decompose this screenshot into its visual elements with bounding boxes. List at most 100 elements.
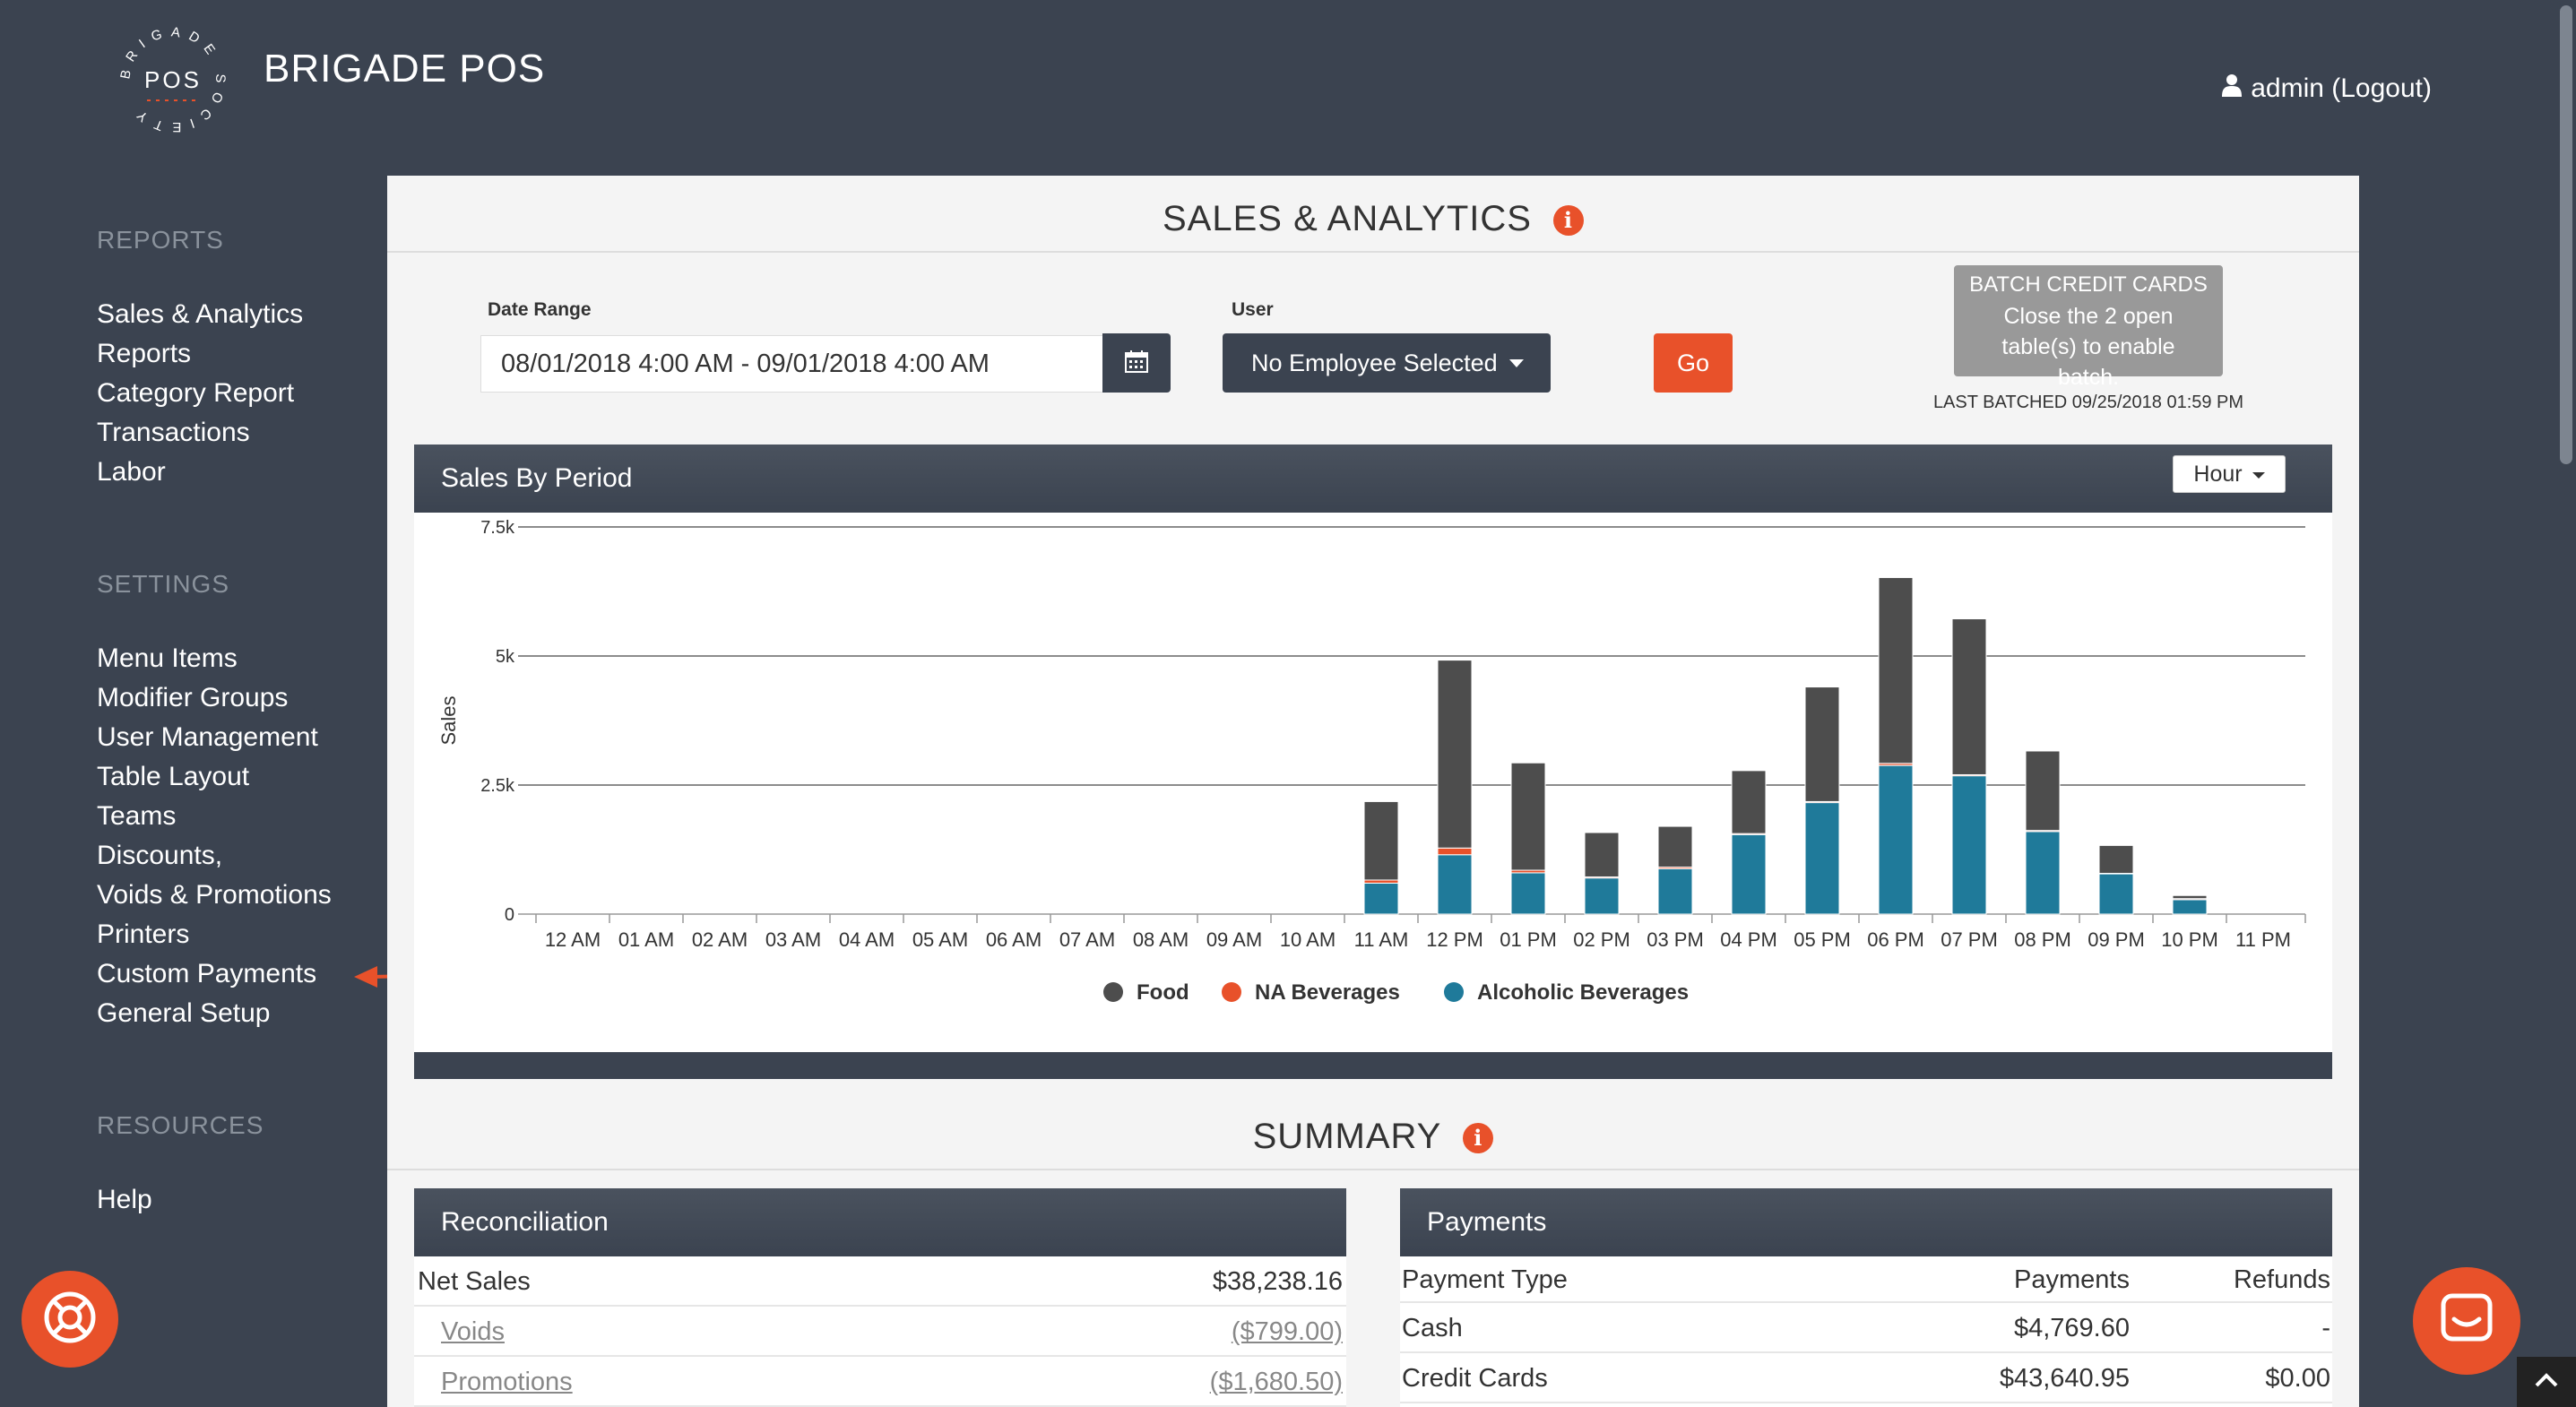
voids-link[interactable]: Voids bbox=[441, 1317, 505, 1346]
legend-label: Food bbox=[1137, 980, 1189, 1005]
x-tick-label: 07 PM bbox=[1941, 928, 1998, 951]
legend-label: NA Beverages bbox=[1255, 980, 1400, 1005]
bar-segment bbox=[2025, 750, 2061, 832]
recon-label: Net Sales bbox=[418, 1267, 531, 1296]
sidebar-item-transactions[interactable]: Transactions bbox=[97, 418, 250, 447]
sidebar-item-table-layout[interactable]: Table Layout bbox=[97, 762, 250, 791]
bar-segment bbox=[2098, 873, 2134, 915]
bar-segment bbox=[1510, 762, 1546, 871]
sidebar-item-printers[interactable]: Printers bbox=[97, 919, 190, 949]
bar-segment bbox=[2025, 831, 2061, 915]
sidebar-item-labor[interactable]: Labor bbox=[97, 457, 166, 487]
date-range-input[interactable]: 08/01/2018 4:00 AM - 09/01/2018 4:00 AM bbox=[480, 335, 1108, 393]
x-tick-label: 12 AM bbox=[545, 928, 601, 951]
refund-amount: $0.00 bbox=[2265, 1364, 2330, 1393]
chat-icon bbox=[2440, 1292, 2494, 1351]
bar-segment bbox=[2172, 894, 2208, 900]
chat-widget-button[interactable] bbox=[2413, 1267, 2520, 1375]
info-icon[interactable]: i bbox=[1463, 1123, 1494, 1154]
x-tick-label: 01 AM bbox=[618, 928, 674, 951]
x-tick-label: 09 AM bbox=[1206, 928, 1262, 951]
table-row: Cash $4,769.60 - bbox=[1400, 1303, 2332, 1353]
sidebar-item-reports[interactable]: Reports bbox=[97, 339, 192, 368]
period-dropdown[interactable]: Hour bbox=[2173, 455, 2286, 493]
x-tick-label: 04 AM bbox=[839, 928, 895, 951]
sidebar-item-general-setup[interactable]: General Setup bbox=[97, 998, 271, 1028]
table-row: Promotions ($1,680.50) bbox=[414, 1357, 1346, 1407]
sales-chart: 0 2.5k 5k 7.5k Sales 12 AM 01 AM 02 AM 03 AM 04 A… bbox=[437, 518, 2306, 1005]
bar-segment bbox=[1878, 764, 1914, 915]
sidebar-item-help[interactable]: Help bbox=[97, 1185, 152, 1214]
employee-select-value: No Employee Selected bbox=[1251, 350, 1498, 376]
sidebar-item-sales-analytics[interactable]: Sales & Analytics bbox=[97, 299, 304, 329]
x-tick-label: 10 AM bbox=[1280, 928, 1336, 951]
employee-select[interactable]: No Employee Selected bbox=[1223, 333, 1551, 393]
sidebar-item-user-management[interactable]: User Management bbox=[97, 722, 318, 752]
y-tick-label: 7.5k bbox=[480, 518, 515, 538]
x-tick-label: 06 AM bbox=[986, 928, 1042, 951]
bar-segment bbox=[1363, 879, 1399, 884]
batch-credit-cards-button[interactable]: BATCH CREDIT CARDS Close the 2 open tabl… bbox=[1954, 265, 2223, 390]
sidebar-item-custom-payments[interactable]: Custom Payments bbox=[97, 959, 317, 988]
x-tick-label: 08 PM bbox=[2014, 928, 2071, 951]
sidebar-item-teams[interactable]: Teams bbox=[97, 801, 177, 831]
scroll-to-top-button[interactable] bbox=[2517, 1357, 2576, 1407]
bar-segment bbox=[1731, 770, 1767, 834]
date-range-label: Date Range bbox=[488, 299, 592, 320]
last-batched-text: LAST BATCHED 09/25/2018 01:59 PM bbox=[1932, 393, 2244, 412]
x-tick-label: 10 PM bbox=[2161, 928, 2218, 951]
x-tick-label: 05 PM bbox=[1794, 928, 1851, 951]
legend-swatch bbox=[1103, 982, 1123, 1002]
y-tick-label: 0 bbox=[505, 905, 514, 925]
main-panel: SALES & ANALYTICS i Date Range 08/01/2018… bbox=[387, 176, 2359, 1407]
sidebar-item-menu-items[interactable]: Menu Items bbox=[97, 643, 238, 673]
bar-segment bbox=[1804, 686, 1840, 802]
bar-segment bbox=[1657, 868, 1693, 915]
legend-swatch bbox=[1444, 982, 1464, 1002]
divider bbox=[387, 1169, 2359, 1170]
bar-segment bbox=[1731, 833, 1767, 915]
x-tick-label: 11 PM bbox=[2235, 928, 2291, 951]
payment-amount: $4,769.60 bbox=[2013, 1314, 2130, 1342]
bar-segment bbox=[1437, 847, 1473, 856]
sidebar-item-category-report[interactable]: Category Report bbox=[97, 378, 295, 408]
x-tick-label: 12 PM bbox=[1426, 928, 1483, 951]
legend-swatch bbox=[1222, 982, 1241, 1002]
bar-segment bbox=[1510, 872, 1546, 915]
bar-segment bbox=[1437, 854, 1473, 915]
page-title: SALES & ANALYTICS i bbox=[387, 199, 2359, 239]
summary-title: SUMMARY i bbox=[387, 1117, 2359, 1157]
scrollbar-thumb[interactable] bbox=[2560, 5, 2572, 464]
calendar-button[interactable] bbox=[1102, 333, 1171, 393]
caret-down-icon bbox=[1509, 359, 1524, 367]
promotions-link[interactable]: Promotions bbox=[441, 1368, 573, 1396]
calendar-icon bbox=[1124, 349, 1149, 378]
x-tick-label: 07 AM bbox=[1059, 928, 1115, 951]
bar-segment bbox=[1584, 832, 1620, 878]
table-header-row: Payment Type Payments Refunds bbox=[1400, 1256, 2332, 1303]
x-tick-label: 08 AM bbox=[1133, 928, 1189, 951]
voids-value-link[interactable]: ($799.00) bbox=[1231, 1317, 1343, 1346]
caret-down-icon bbox=[2252, 472, 2265, 479]
x-tick-label: 06 PM bbox=[1867, 928, 1924, 951]
sidebar-item-modifier-groups[interactable]: Modifier Groups bbox=[97, 683, 289, 712]
x-tick-label: 11 AM bbox=[1354, 928, 1409, 951]
user-label: User bbox=[1232, 299, 1274, 320]
promotions-value-link[interactable]: ($1,680.50) bbox=[1209, 1368, 1343, 1396]
chart-footer-bar bbox=[414, 1052, 2332, 1079]
info-icon[interactable]: i bbox=[1552, 205, 1584, 237]
payment-type: Cash bbox=[1402, 1314, 1463, 1342]
table-row: Voids ($799.00) bbox=[414, 1307, 1346, 1357]
help-widget-button[interactable] bbox=[22, 1271, 118, 1368]
bar-segment bbox=[2172, 899, 2208, 915]
go-button[interactable]: Go bbox=[1654, 333, 1733, 393]
bar-segment bbox=[1584, 877, 1620, 915]
column-header: Refunds bbox=[2233, 1265, 2330, 1294]
sidebar-heading-settings: SETTINGS bbox=[97, 570, 230, 598]
sidebar-item-voids-promotions[interactable]: Voids & Promotions bbox=[97, 880, 332, 910]
reconciliation-card: Reconciliation Net Sales $38,238.16 Void… bbox=[414, 1188, 1346, 1407]
sidebar-item-discounts[interactable]: Discounts, bbox=[97, 841, 223, 870]
user-logout-link[interactable]: admin (Logout) bbox=[2222, 73, 2432, 104]
bar-segment bbox=[1804, 802, 1840, 915]
refund-amount: - bbox=[2321, 1314, 2330, 1342]
